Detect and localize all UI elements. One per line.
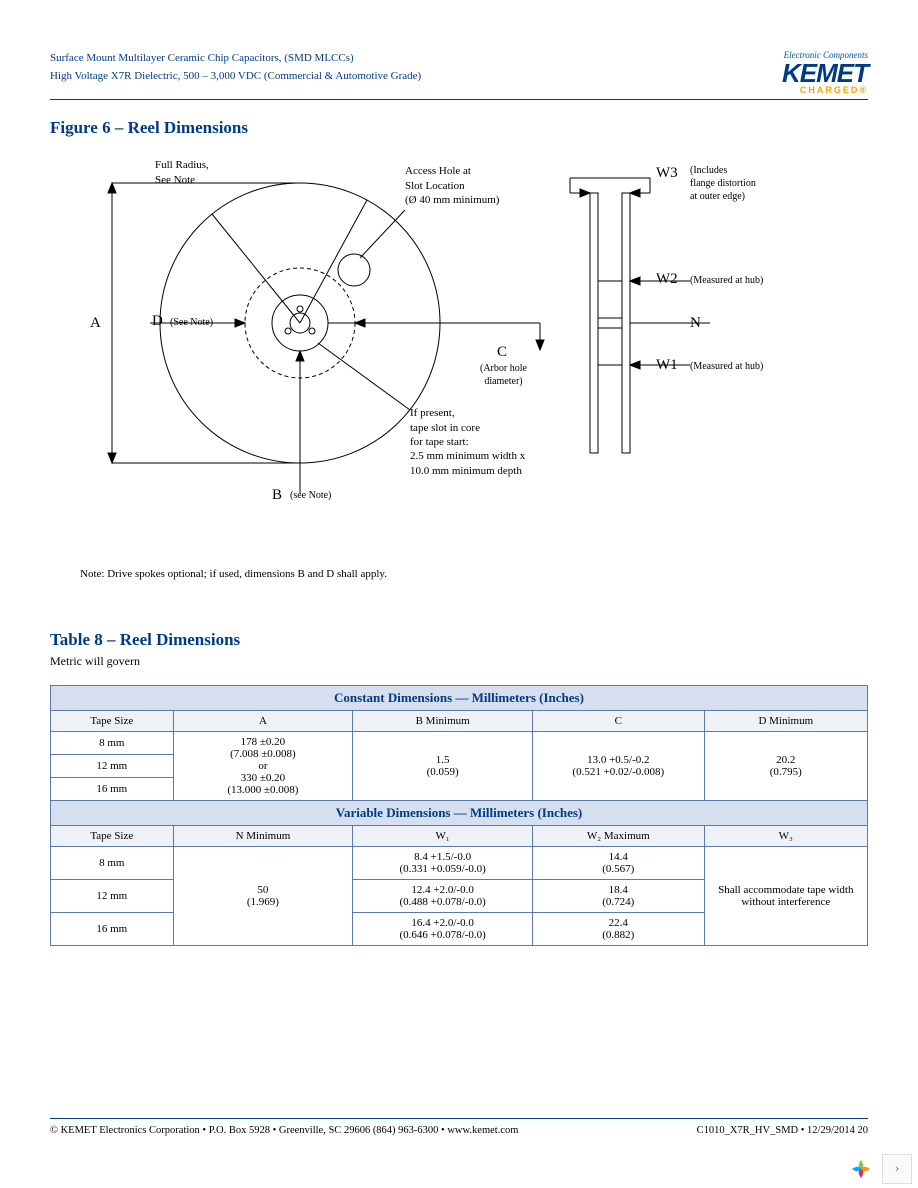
- table-subtitle: Metric will govern: [50, 654, 868, 669]
- section-header-variable: Variable Dimensions — Millimeters (Inche…: [51, 801, 868, 826]
- page-header: Surface Mount Multilayer Ceramic Chip Ca…: [50, 50, 868, 100]
- footer-left: © KEMET Electronics Corporation • P.O. B…: [50, 1125, 518, 1136]
- header-title-block: Surface Mount Multilayer Ceramic Chip Ca…: [50, 50, 421, 85]
- col-header: D Minimum: [704, 711, 867, 732]
- table-row: Tape Size A B Minimum C D Minimum: [51, 711, 868, 732]
- dim-B: B: [272, 486, 282, 506]
- dim-D: D: [152, 312, 163, 332]
- col-header: A: [173, 711, 353, 732]
- label-access-hole: Access Hole at Slot Location (Ø 40 mm mi…: [405, 164, 499, 207]
- reel-dimensions-table: Constant Dimensions — Millimeters (Inche…: [50, 685, 868, 946]
- table-row: Variable Dimensions — Millimeters (Inche…: [51, 801, 868, 826]
- table-row: Tape Size N Minimum W₁ W₂ Maximum W₃: [51, 826, 868, 847]
- dim-W2: W2: [656, 270, 678, 290]
- cell-B: 1.5(0.059): [353, 732, 533, 801]
- cell-tape: 8 mm: [51, 732, 174, 755]
- logo-block: Electronic Components KEMET CHARGED®: [782, 50, 868, 95]
- cell-W2: 22.4(0.882): [533, 913, 705, 946]
- header-line2: High Voltage X7R Dielectric, 500 – 3,000…: [50, 68, 421, 86]
- table-row: 8 mm 50(1.969) 8.4 +1.5/-0.0(0.331 +0.05…: [51, 847, 868, 880]
- cell-W2: 14.4(0.567): [533, 847, 705, 880]
- cell-N: 50(1.969): [173, 847, 353, 946]
- dim-W1-note: (Measured at hub): [690, 360, 763, 373]
- cell-W1: 12.4 +2.0/-0.0(0.488 +0.078/-0.0): [353, 880, 533, 913]
- dim-W1: W1: [656, 356, 678, 376]
- dim-W2-note: (Measured at hub): [690, 274, 763, 287]
- label-tape-slot: If present, tape slot in core for tape s…: [410, 406, 525, 477]
- dim-W3-note: (Includes flange distortion at outer edg…: [690, 164, 756, 203]
- pager-logo-icon: [846, 1154, 876, 1184]
- table-row: 8 mm 178 ±0.20(7.008 ±0.008) or 330 ±0.2…: [51, 732, 868, 755]
- cell-tape: 8 mm: [51, 847, 174, 880]
- figure-title: Figure 6 – Reel Dimensions: [50, 118, 868, 138]
- cell-D: 20.2(0.795): [704, 732, 867, 801]
- dim-W3: W3: [656, 164, 678, 184]
- col-header: Tape Size: [51, 711, 174, 732]
- dim-C-note: (Arbor hole diameter): [480, 362, 527, 388]
- reel-diagram: Full Radius, See Note Access Hole at Slo…: [70, 148, 868, 528]
- cell-W2: 18.4(0.724): [533, 880, 705, 913]
- col-header: W₂ Maximum: [533, 826, 705, 847]
- col-header: N Minimum: [173, 826, 353, 847]
- cell-W1: 16.4 +2.0/-0.0(0.646 +0.078/-0.0): [353, 913, 533, 946]
- label-full-radius: Full Radius, See Note: [155, 158, 209, 187]
- table-row: Constant Dimensions — Millimeters (Inche…: [51, 686, 868, 711]
- footer-right: C1010_X7R_HV_SMD • 12/29/2014 20: [697, 1125, 868, 1136]
- cell-tape: 16 mm: [51, 913, 174, 946]
- table-title: Table 8 – Reel Dimensions: [50, 630, 868, 650]
- col-header: Tape Size: [51, 826, 174, 847]
- cell-C: 13.0 +0.5/-0.2(0.521 +0.02/-0.008): [533, 732, 705, 801]
- cell-W1: 8.4 +1.5/-0.0(0.331 +0.059/-0.0): [353, 847, 533, 880]
- col-header: W₃: [704, 826, 867, 847]
- cell-tape: 12 mm: [51, 880, 174, 913]
- header-line1: Surface Mount Multilayer Ceramic Chip Ca…: [50, 50, 421, 68]
- cell-tape: 16 mm: [51, 778, 174, 801]
- col-header: C: [533, 711, 705, 732]
- pager: ›: [846, 1154, 912, 1184]
- dim-D-note: (See Note): [170, 316, 213, 329]
- logo-subtext: CHARGED®: [800, 85, 868, 95]
- section-header-constant: Constant Dimensions — Millimeters (Inche…: [51, 686, 868, 711]
- cell-A: 178 ±0.20(7.008 ±0.008) or 330 ±0.20(13.…: [173, 732, 353, 801]
- dim-N: N: [690, 314, 701, 334]
- figure-note: Note: Drive spokes optional; if used, di…: [80, 568, 868, 580]
- col-header: W₁: [353, 826, 533, 847]
- chevron-right-icon: ›: [895, 1161, 900, 1177]
- col-header: B Minimum: [353, 711, 533, 732]
- dim-A: A: [90, 314, 101, 334]
- cell-tape: 12 mm: [51, 755, 174, 778]
- dim-C: C: [497, 343, 507, 363]
- dim-B-note: (see Note): [290, 489, 331, 502]
- cell-W3: Shall accommodate tape widthwithout inte…: [704, 847, 867, 946]
- page-footer: © KEMET Electronics Corporation • P.O. B…: [50, 1118, 868, 1136]
- pager-next-button[interactable]: ›: [882, 1154, 912, 1184]
- logo-text: KEMET: [782, 62, 868, 85]
